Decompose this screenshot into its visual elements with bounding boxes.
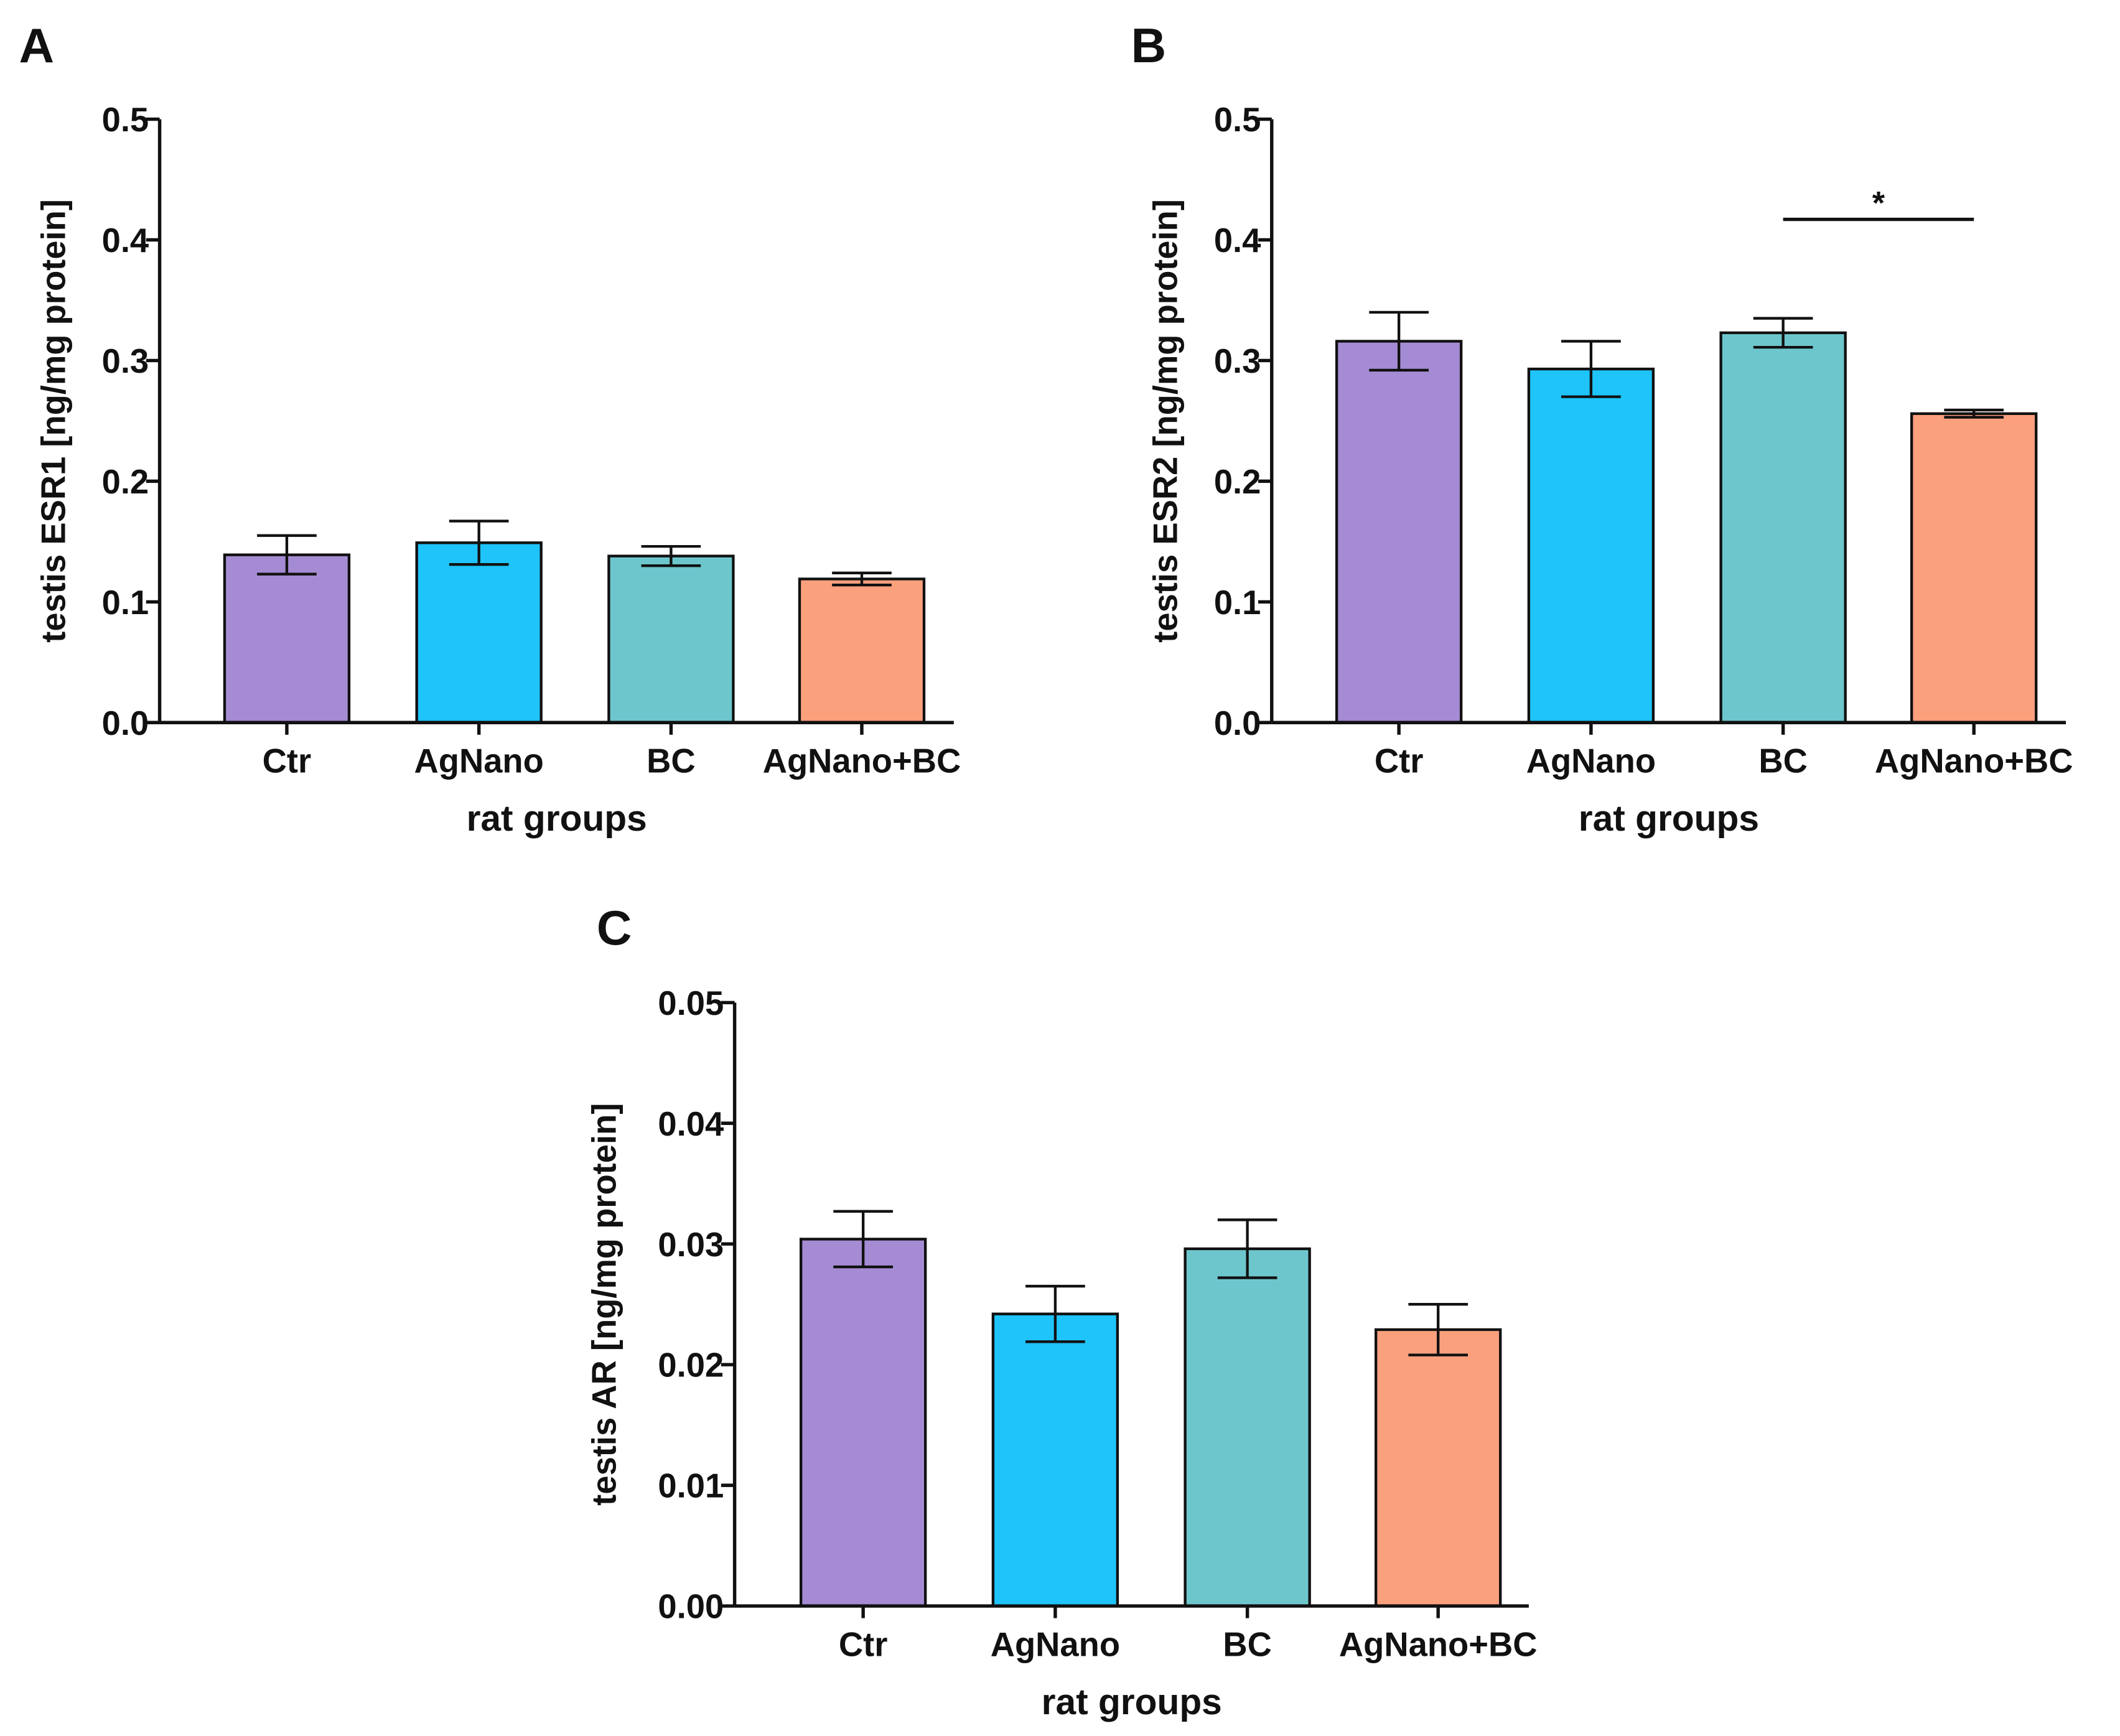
x-tick-label: AgNano [1526, 742, 1656, 780]
bar [798, 577, 926, 724]
y-tick-label: 0.0 [1214, 704, 1261, 742]
x-tick-label: AgNano [414, 742, 544, 780]
y-axis-title: testis AR [ng/mg protein] [585, 1103, 623, 1506]
x-tick-label: AgNano+BC [1339, 1625, 1538, 1663]
significance-label: * [1872, 185, 1885, 222]
panel-label: C [597, 900, 632, 955]
bar [223, 553, 351, 724]
y-tick-label: 0.4 [102, 222, 149, 259]
x-axis-title: rat groups [1579, 798, 1759, 839]
y-tick-label: 0.02 [658, 1346, 724, 1384]
x-axis-title: rat groups [467, 798, 647, 839]
bar [1375, 1328, 1502, 1608]
x-tick-label: AgNano+BC [1875, 742, 2073, 780]
x-tick-label: Ctr [263, 742, 312, 780]
y-tick-label: 0.4 [1214, 222, 1261, 259]
panel-c: C Ctr AgNano BC AgNano+BC 0.00 0.01 0.02 0.03 0.0… [585, 900, 1537, 1722]
y-tick-label: 0.1 [102, 584, 149, 622]
y-tick-label: 0.5 [102, 101, 149, 139]
bar [1184, 1247, 1311, 1608]
y-tick-label: 0.2 [1214, 463, 1261, 501]
y-tick-label: 0.1 [1214, 584, 1261, 622]
y-tick-label: 0.5 [1214, 101, 1261, 139]
x-tick-label: Ctr [1375, 742, 1424, 780]
bar [1719, 331, 1847, 724]
y-axis-title: testis ESR2 [ng/mg protein] [1147, 199, 1185, 643]
x-tick-label: Ctr [839, 1625, 887, 1663]
y-tick-label: 0.3 [102, 342, 149, 380]
x-tick-label: AgNano+BC [763, 742, 961, 780]
y-tick-label: 0.05 [658, 984, 724, 1022]
x-axis-title: rat groups [1042, 1682, 1222, 1722]
bar [1527, 367, 1655, 724]
panel-b: B Ctr AgNano BC AgNano+BC 0.0 0.1 0.2 0.3 0.4 0.5 r… [1131, 18, 2073, 839]
bar [607, 554, 735, 724]
y-tick-label: 0.00 [658, 1588, 724, 1626]
bar [1335, 340, 1463, 724]
y-tick-label: 0.04 [658, 1105, 724, 1143]
bar [799, 1238, 927, 1608]
y-tick-label: 0.0 [102, 704, 149, 742]
bar [1910, 412, 2038, 724]
panel-label: B [1131, 18, 1167, 73]
y-tick-label: 0.03 [658, 1226, 724, 1264]
y-axis-title: testis ESR1 [ng/mg protein] [34, 199, 72, 643]
y-tick-label: 0.3 [1214, 342, 1261, 380]
y-tick-label: 0.01 [658, 1467, 724, 1505]
bar [991, 1312, 1119, 1608]
x-tick-label: AgNano [991, 1625, 1120, 1663]
y-tick-label: 0.2 [102, 463, 149, 501]
panel-a: A Ctr AgNano BC AgNano+BC 0.0 0.1 0.2 0.3 0.4 0.5 r… [19, 18, 961, 839]
x-tick-label: BC [1223, 1625, 1272, 1663]
panel-label: A [19, 18, 54, 73]
x-tick-label: BC [1758, 742, 1808, 780]
bar [415, 541, 543, 724]
x-tick-label: BC [647, 742, 696, 780]
